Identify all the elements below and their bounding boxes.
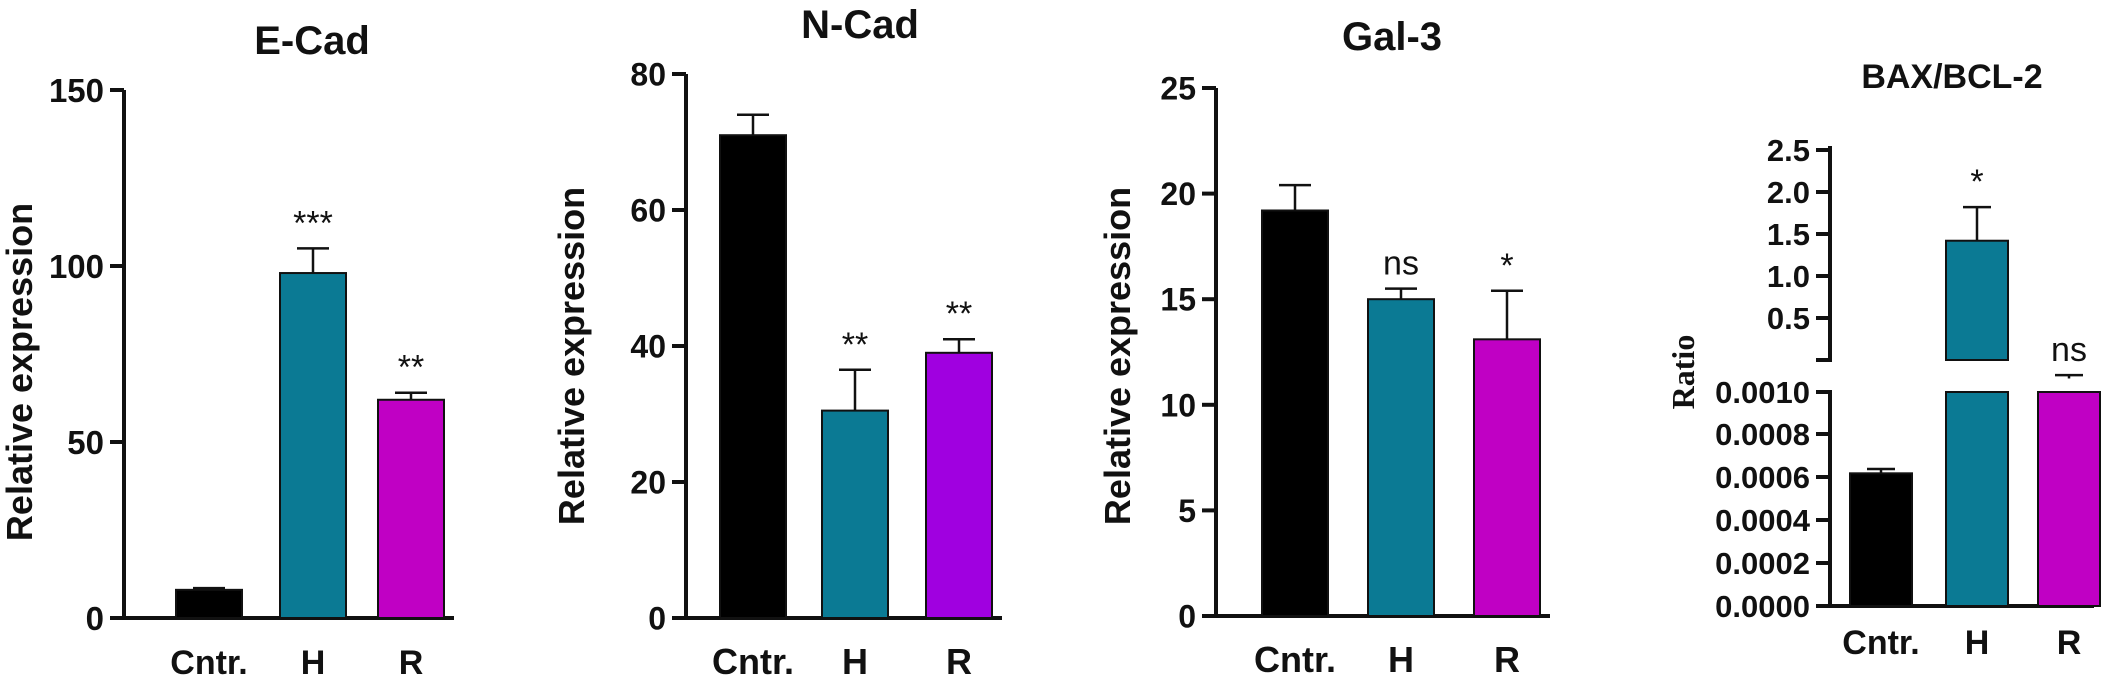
significance-label: ** (398, 349, 424, 387)
bar (1849, 472, 1913, 607)
significance-label: * (1970, 163, 1983, 201)
category-label: Cntr. (1842, 624, 1919, 662)
category-label: Cntr. (170, 644, 247, 682)
category-label: H (1388, 639, 1414, 680)
bar-lower (2037, 391, 2101, 607)
y-tick-label: 1.0 (1767, 259, 1810, 294)
y-tick-label: 20 (630, 465, 666, 501)
y-tick-label: 0.5 (1767, 301, 1810, 336)
y-tick-label: 0 (1178, 599, 1196, 635)
category-label: H (301, 644, 326, 682)
category-label: H (842, 641, 868, 682)
y-tick-label: 100 (49, 248, 104, 285)
bar (821, 409, 889, 619)
y-tick-label: 0.0004 (1715, 503, 1811, 538)
title-ncad: N-Cad (801, 3, 919, 47)
category-label: R (399, 644, 424, 682)
category-label: Cntr. (1254, 639, 1336, 680)
significance-label: ns (2051, 331, 2087, 369)
y-tick-label: 80 (630, 57, 666, 93)
bar (1473, 338, 1541, 617)
y-tick-label: 50 (67, 424, 104, 461)
title-ecad: E-Cad (254, 19, 370, 63)
significance-label: * (1500, 247, 1513, 285)
category-label: R (1494, 639, 1520, 680)
y-tick-label: 2.5 (1767, 133, 1810, 168)
bar (279, 272, 347, 619)
y-tick-label: 0.0006 (1715, 460, 1810, 495)
category-label: R (2057, 624, 2082, 662)
y-tick-label: 20 (1160, 176, 1196, 212)
y-tick-label: 40 (630, 329, 666, 365)
title-gal3: Gal-3 (1342, 15, 1442, 59)
significance-label: ** (842, 326, 868, 364)
bar (1261, 209, 1329, 617)
significance-label: ns (1383, 245, 1419, 283)
significance-label: ** (946, 295, 972, 333)
ylabel-bax-bcl2: Ratio (1665, 335, 1701, 410)
bar (925, 351, 993, 619)
y-tick-label: 15 (1160, 282, 1196, 318)
y-tick-label: 0.0002 (1715, 546, 1810, 581)
y-tick-label: 5 (1178, 493, 1196, 529)
y-tick-label: 0 (648, 601, 666, 637)
y-tick-label: 10 (1160, 387, 1196, 423)
y-tick-label: 2.0 (1767, 175, 1810, 210)
bar (1367, 298, 1435, 617)
ylabel-ncad: Relative expression (551, 187, 592, 525)
y-tick-label: 1.5 (1767, 217, 1810, 252)
y-tick-label: 0 (86, 600, 104, 637)
bar (175, 588, 243, 620)
y-tick-label: 0.0010 (1715, 375, 1810, 410)
y-tick-label: 0.0008 (1715, 417, 1810, 452)
y-tick-label: 150 (49, 72, 104, 109)
ylabel-ecad: Relative expression (0, 203, 40, 541)
y-tick-label: 60 (630, 193, 666, 229)
category-label: R (946, 641, 972, 682)
title-bax-bcl2: BAX/BCL-2 (1861, 58, 2042, 96)
y-tick-label: 25 (1160, 71, 1196, 107)
y-tick-label: 0.0000 (1715, 589, 1810, 624)
bar-lower (1945, 391, 2009, 607)
category-label: Cntr. (712, 641, 794, 682)
bar-upper (1945, 239, 2009, 361)
significance-label: *** (293, 204, 333, 242)
ylabel-gal3: Relative expression (1097, 187, 1138, 525)
bar (719, 134, 787, 619)
bar (377, 398, 445, 620)
category-label: H (1965, 624, 1990, 662)
